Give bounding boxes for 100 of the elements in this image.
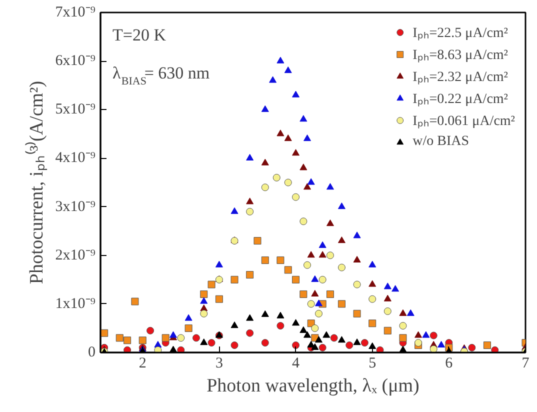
point [330,334,338,342]
point [322,331,330,338]
point [100,329,108,337]
y-tick-label: 3x10⁻⁹ [55,198,96,215]
point [261,184,269,192]
point [246,314,254,321]
point [368,320,376,328]
y-tick-label: 4x10⁻⁹ [55,150,96,166]
point [430,332,438,340]
point [491,346,499,352]
point [246,198,254,204]
point [384,282,392,290]
point [338,202,346,210]
point [307,251,315,258]
point [246,208,254,216]
point [177,346,185,352]
point [200,338,208,346]
point [246,271,254,279]
point [300,115,308,122]
point [353,232,361,238]
point [254,237,262,245]
annotation: T=20 K [112,26,167,44]
point [292,90,300,98]
point [468,344,476,352]
point [368,280,376,287]
point [230,341,238,349]
point [300,290,308,298]
point [292,341,300,349]
point [346,341,354,349]
point [438,340,446,348]
point [246,154,254,160]
y-tick-label: 5x10⁻⁹ [55,102,96,118]
point [261,339,269,347]
point [200,297,208,304]
y-tick-label: 2x10⁻⁹ [55,247,96,264]
point [353,310,361,318]
point [314,336,322,343]
point [162,334,170,342]
point [384,307,392,315]
point [399,346,407,352]
point [311,290,319,296]
point [269,76,277,83]
point [230,207,238,214]
point [292,193,300,201]
point [124,336,132,344]
point [326,290,334,298]
point [124,346,132,352]
point [483,341,491,349]
point [276,312,284,318]
point [276,256,284,264]
point [276,130,284,136]
y-axis-title: Photocurrent, iₚₕ⁽³⁾(A/cm²) [24,80,48,284]
point [318,241,326,248]
point [208,280,216,288]
point [131,298,139,306]
x-axis-title: Photon wavelength, λₓ (μm) [206,376,420,396]
point [215,260,223,268]
point [307,178,315,185]
point [154,346,162,352]
point [146,326,154,334]
point [208,339,216,347]
point [353,338,361,346]
point [406,309,414,316]
point [184,314,192,321]
point [311,324,319,332]
x-tick-label: 4 [292,356,300,372]
y-tick-label: 7x10⁻⁹ [55,4,96,20]
point [307,300,315,308]
point [272,174,280,182]
point [177,334,185,342]
point [399,322,407,330]
point [284,66,292,74]
point [311,275,319,282]
y-tick-label: 0 [88,344,96,360]
point [314,300,322,306]
legend-label: Iₚₕ=0.22 μA/cm² [412,91,508,108]
point [276,56,284,64]
point [368,260,376,268]
point [353,256,361,262]
point [338,236,346,244]
point [284,178,292,186]
point [318,251,326,258]
point [422,331,430,338]
legend-label: Iₚₕ=8.63 μA/cm² [412,47,508,64]
x-tick-label: 5 [368,356,376,372]
point [304,134,312,142]
point [318,344,326,352]
point [215,295,223,303]
point [261,158,269,166]
point [292,319,300,326]
point [318,276,326,284]
point [200,310,208,318]
point [261,256,269,264]
point [314,310,322,318]
y-tick-label: 6x10⁻⁹ [55,53,96,70]
point [353,280,361,288]
point [276,322,284,330]
point [184,324,192,332]
legend-label: Iₚₕ=0.061 μA/cm² [412,113,515,130]
point [292,149,300,156]
